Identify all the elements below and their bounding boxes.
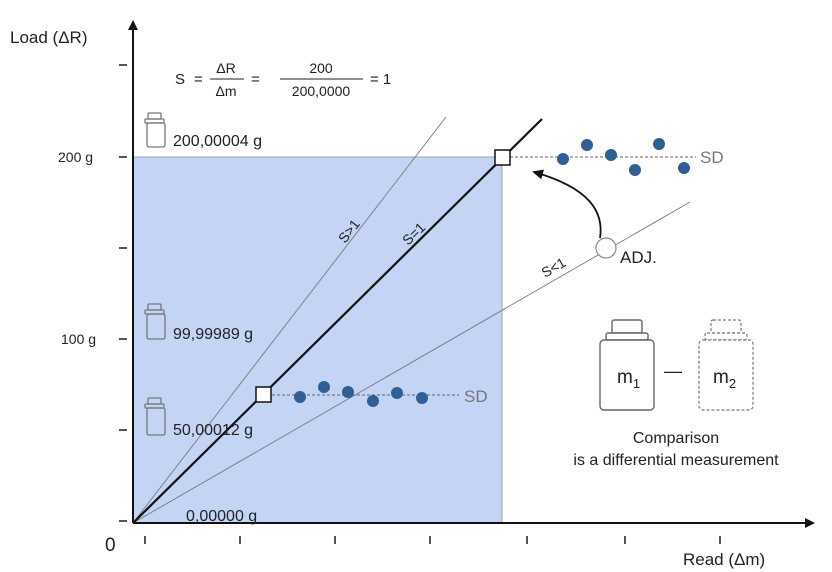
m2-label: m2: [713, 367, 736, 391]
x-axis-label: Read (Δm): [683, 550, 765, 569]
weight-icon-100: [144, 303, 166, 340]
sd-label-upper: SD: [700, 148, 724, 167]
y-tick-label-200: 200 g: [58, 149, 93, 165]
formula-eq3: = 1: [370, 71, 391, 88]
sd-label-lower: SD: [464, 387, 488, 406]
adjust-label: ADJ.: [620, 248, 657, 267]
calibration-point-lower: [255, 386, 272, 403]
weight-m2-icon: [698, 319, 754, 411]
weight-icon-200: [144, 112, 166, 148]
formula-s: S: [175, 71, 185, 88]
comparison-caption-line2: is a differential measurement: [573, 452, 779, 469]
line-s-greater: [132, 116, 447, 524]
label-s-less: S<1: [539, 254, 569, 281]
formula-frac2-num: 200: [309, 60, 333, 76]
sd-dots-upper: [557, 138, 690, 176]
weight-label-0: 0,00000 g: [186, 508, 257, 525]
weight-label-50: 50,00012 g: [173, 422, 253, 439]
weight-icon-50: [144, 397, 166, 436]
y-axis-label: Load (ΔR): [10, 28, 88, 47]
m1-label: m1: [617, 367, 640, 391]
adjust-point: [595, 237, 617, 259]
line-s-less: [132, 201, 691, 524]
formula-eq2: =: [251, 71, 260, 88]
weight-m1-icon: [599, 319, 655, 411]
x-ticks: [144, 536, 721, 544]
formula-eq1: =: [194, 71, 203, 88]
line-s-equal: [132, 118, 543, 524]
formula-frac2-den: 200,0000: [292, 83, 351, 99]
y-ticks: [119, 64, 127, 522]
formula-frac1-num: ΔR: [216, 60, 235, 76]
adjust-arrow: [532, 169, 602, 239]
calibration-point-upper: [494, 149, 511, 166]
formula-frac1-den: Δm: [215, 83, 236, 99]
comparison-caption-line1: Comparison: [633, 430, 719, 447]
weight-label-200: 200,00004 g: [173, 133, 262, 150]
sd-dots-lower: [294, 381, 428, 407]
sensitivity-formula: S = ΔR Δm = 200 200,0000 = 1: [175, 60, 391, 99]
weight-label-100: 99,99989 g: [173, 326, 253, 343]
origin-label: 0: [105, 535, 116, 556]
y-tick-label-100: 100 g: [61, 331, 96, 347]
minus-sign: —: [664, 361, 682, 381]
